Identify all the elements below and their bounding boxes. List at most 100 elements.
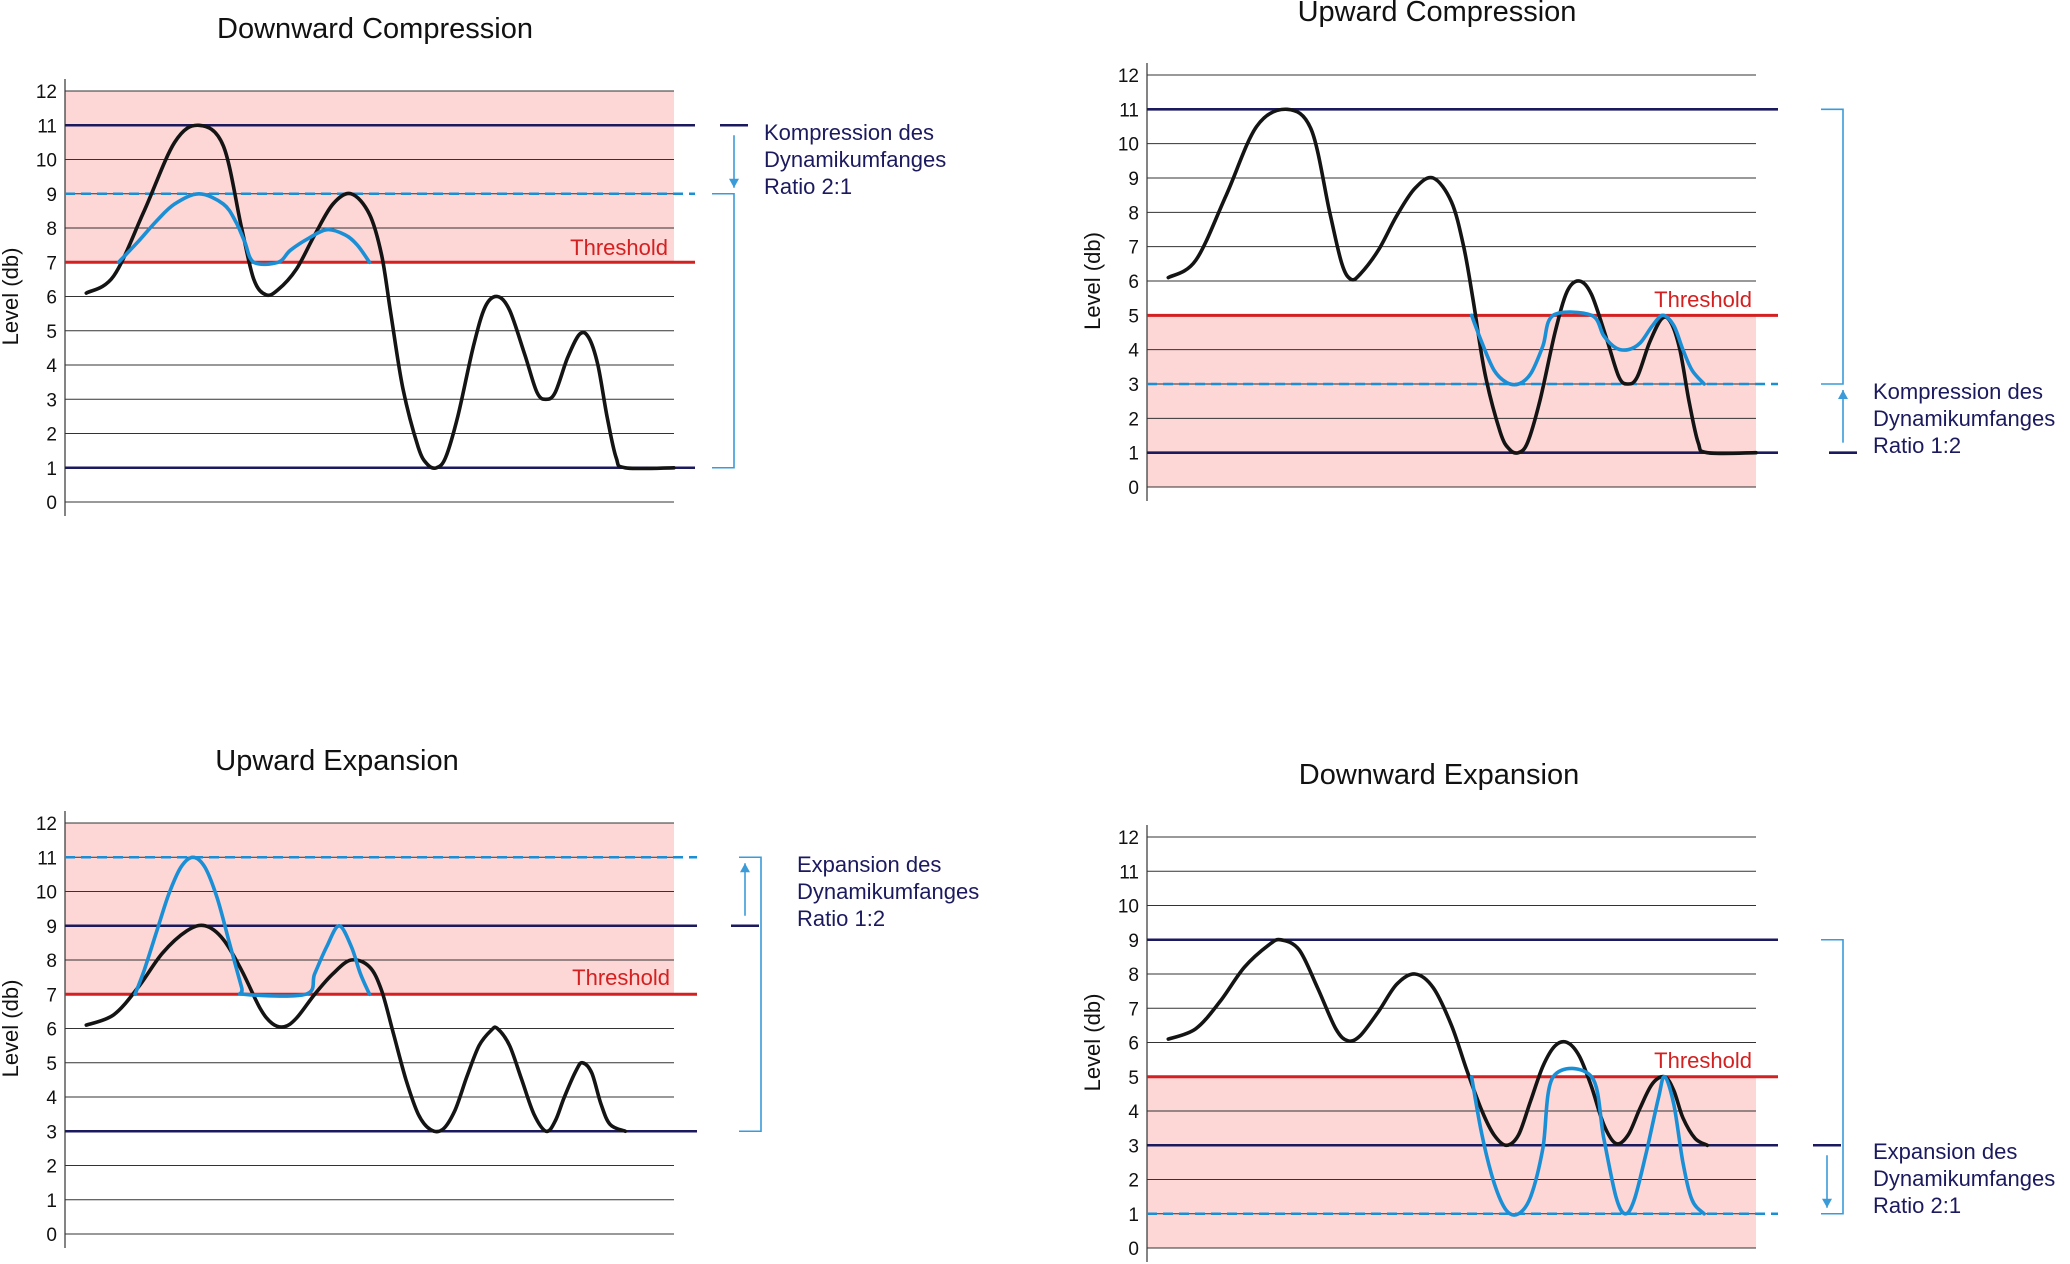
annotation-line: Expansion des bbox=[797, 852, 941, 877]
y-tick-label: 5 bbox=[46, 322, 57, 343]
chart-title: Downward Expansion bbox=[1299, 759, 1579, 791]
y-tick-label: 2 bbox=[46, 425, 57, 446]
y-axis-label: Level (db) bbox=[1080, 232, 1105, 330]
annotation-line: Ratio 2:1 bbox=[1873, 1193, 1961, 1218]
y-tick-label: 10 bbox=[1118, 135, 1139, 156]
annotation-line: Dynamikumfanges bbox=[1873, 406, 2055, 431]
y-tick-label: 9 bbox=[1128, 169, 1139, 190]
y-tick-label: 8 bbox=[1128, 965, 1139, 986]
annotation-line: Dynamikumfanges bbox=[797, 879, 979, 904]
y-tick-label: 9 bbox=[46, 917, 57, 938]
y-tick-label: 10 bbox=[36, 883, 57, 904]
chart-title: Upward Expansion bbox=[215, 745, 458, 777]
modified-signal-curve bbox=[116, 192, 372, 267]
annotation-line: Kompression des bbox=[764, 120, 934, 145]
original-signal-curve bbox=[1166, 107, 1758, 456]
y-tick-label: 1 bbox=[1128, 444, 1139, 465]
annotation-line: Expansion des bbox=[1873, 1139, 2017, 1164]
y-tick-label: 12 bbox=[36, 814, 57, 835]
annotation-line: Dynamikumfanges bbox=[764, 147, 946, 172]
threshold-label: Threshold bbox=[572, 965, 670, 990]
y-tick-label: 11 bbox=[1119, 862, 1139, 883]
modified-signal-curve bbox=[1469, 310, 1706, 387]
y-tick-label: 0 bbox=[46, 1225, 57, 1246]
range-bracket bbox=[1821, 108, 1844, 385]
annotation-line: Dynamikumfanges bbox=[1873, 1166, 2055, 1191]
y-tick-label: 0 bbox=[1128, 1239, 1139, 1260]
y-tick-label: 7 bbox=[1128, 238, 1139, 259]
annotation-line: Ratio 2:1 bbox=[764, 174, 852, 199]
threshold-label: Threshold bbox=[1654, 287, 1752, 312]
y-tick-label: 11 bbox=[37, 116, 57, 137]
y-tick-label: 7 bbox=[46, 253, 57, 274]
y-tick-label: 0 bbox=[46, 493, 57, 514]
y-tick-label: 2 bbox=[1128, 1171, 1139, 1192]
y-tick-label: 11 bbox=[1119, 100, 1139, 121]
y-tick-label: 5 bbox=[1128, 306, 1139, 327]
y-tick-label: 9 bbox=[1128, 931, 1139, 952]
y-tick-label: 1 bbox=[46, 459, 57, 480]
shaded-region bbox=[1147, 1076, 1756, 1248]
y-tick-label: 4 bbox=[46, 1088, 57, 1109]
chart-title: Downward Compression bbox=[217, 13, 533, 45]
range-bracket bbox=[712, 192, 735, 469]
y-tick-label: 9 bbox=[46, 185, 57, 206]
y-tick-label: 1 bbox=[1128, 1205, 1139, 1226]
y-tick-label: 6 bbox=[1128, 1034, 1139, 1055]
y-tick-label: 5 bbox=[1128, 1068, 1139, 1089]
y-tick-label: 12 bbox=[36, 82, 57, 103]
change-arrow-head bbox=[729, 178, 739, 188]
threshold-label: Threshold bbox=[1654, 1048, 1752, 1073]
y-tick-label: 5 bbox=[46, 1054, 57, 1075]
y-axis-label: Level (db) bbox=[0, 980, 23, 1078]
original-signal-curve bbox=[1166, 937, 1710, 1148]
annotation-line: Ratio 1:2 bbox=[797, 906, 885, 931]
y-tick-label: 3 bbox=[46, 390, 57, 411]
y-tick-label: 2 bbox=[1128, 409, 1139, 430]
modified-signal-curve bbox=[133, 855, 372, 998]
y-tick-label: 8 bbox=[1128, 203, 1139, 224]
original-signal-curve bbox=[84, 923, 628, 1134]
y-tick-label: 3 bbox=[1128, 1136, 1139, 1157]
shaded-region bbox=[1147, 315, 1756, 487]
y-tick-label: 12 bbox=[1118, 828, 1139, 849]
change-arrow-head bbox=[1822, 1198, 1832, 1208]
original-signal-curve bbox=[84, 123, 676, 471]
y-tick-label: 11 bbox=[37, 848, 57, 869]
y-tick-label: 3 bbox=[46, 1122, 57, 1143]
y-tick-label: 10 bbox=[36, 151, 57, 172]
y-axis-label: Level (db) bbox=[1080, 994, 1105, 1092]
range-bracket bbox=[1821, 938, 1844, 1215]
y-tick-label: 1 bbox=[46, 1191, 57, 1212]
y-tick-label: 4 bbox=[1128, 1102, 1139, 1123]
y-axis-label: Level (db) bbox=[0, 248, 23, 346]
y-tick-label: 2 bbox=[46, 1157, 57, 1178]
threshold-label: Threshold bbox=[570, 235, 668, 260]
shaded-region bbox=[65, 91, 674, 263]
y-tick-label: 7 bbox=[1128, 999, 1139, 1020]
y-tick-label: 3 bbox=[1128, 375, 1139, 396]
modified-signal-curve bbox=[1469, 1066, 1706, 1217]
y-tick-label: 7 bbox=[46, 985, 57, 1006]
annotation-line: Ratio 1:2 bbox=[1873, 433, 1961, 458]
y-tick-label: 6 bbox=[1128, 272, 1139, 293]
annotation-line: Kompression des bbox=[1873, 379, 2043, 404]
y-tick-label: 4 bbox=[1128, 341, 1139, 362]
y-tick-label: 0 bbox=[1128, 478, 1139, 499]
chart-title: Upward Compression bbox=[1298, 0, 1577, 28]
change-arrow-head bbox=[740, 863, 750, 873]
range-bracket bbox=[739, 856, 762, 1133]
y-tick-label: 10 bbox=[1118, 897, 1139, 918]
y-tick-label: 6 bbox=[46, 1020, 57, 1041]
y-tick-label: 6 bbox=[46, 288, 57, 309]
y-tick-label: 8 bbox=[46, 951, 57, 972]
y-tick-label: 4 bbox=[46, 356, 57, 377]
y-tick-label: 12 bbox=[1118, 66, 1139, 87]
y-tick-label: 8 bbox=[46, 219, 57, 240]
change-arrow-head bbox=[1838, 390, 1848, 399]
